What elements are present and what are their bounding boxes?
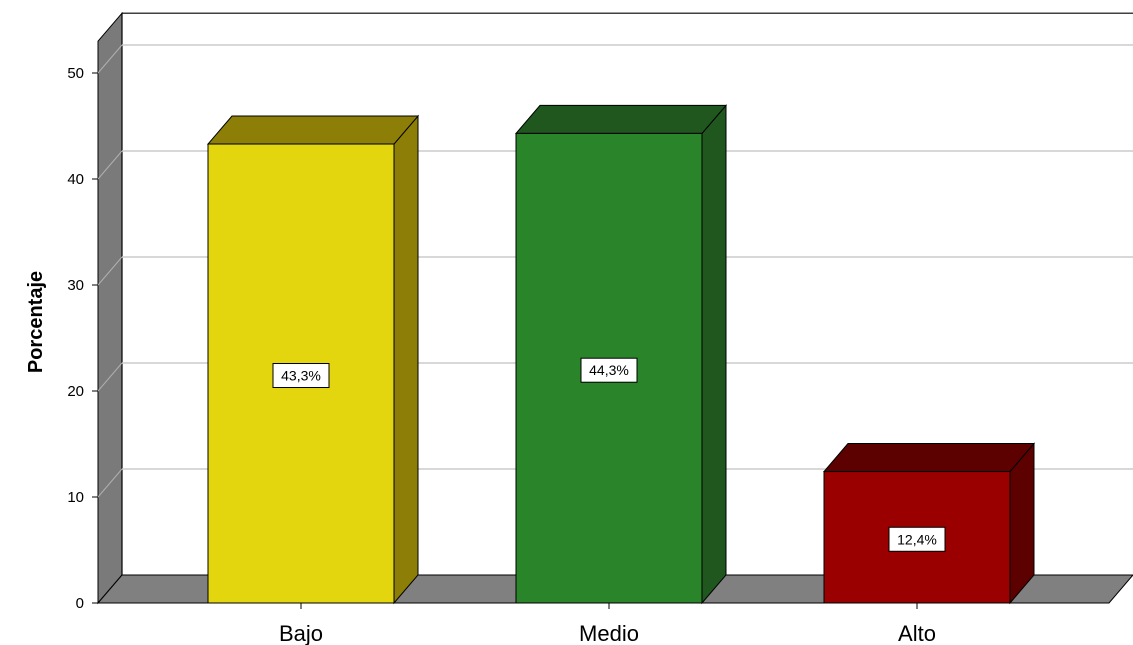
x-category-label: Medio [579,621,639,645]
gridline-wall [97,150,123,180]
bar-top [206,115,420,145]
left-wall [97,11,123,605]
bar-side [701,104,727,605]
data-label-box [580,357,638,383]
gridline-wall [97,256,123,286]
bar-medio: 44,3% [514,104,728,605]
bar-top [822,443,1036,473]
gridline-wall [97,44,123,74]
data-label: 43,3% [281,368,321,384]
y-tick-label: 50 [67,65,84,82]
data-label-box [888,526,946,552]
bar-bajo: 43,3% [206,114,420,605]
back-wall-edge [121,12,1133,575]
y-tick-label: 30 [67,277,84,294]
bar-alto: 12,4% [822,442,1036,605]
bar-side [393,114,419,605]
y-tick-label: 0 [76,595,84,612]
data-label: 12,4% [897,531,937,547]
y-axis-ticks: 0 10 20 30 40 50 [67,65,98,612]
y-tick-label: 20 [67,383,84,400]
x-axis-categories: Bajo Medio Alto [279,603,936,645]
data-label-box [272,363,330,389]
y-tick-label: 40 [67,171,84,188]
gridline-wall [97,362,123,392]
data-label: 44,3% [589,362,629,378]
x-category-label: Alto [898,621,936,645]
bar-top [514,104,728,134]
y-tick-label: 10 [67,489,84,506]
y-axis-label: Porcentaje [25,271,47,373]
x-category-label: Bajo [279,621,323,645]
gridline-wall [97,468,123,498]
bars: 43,3% 44,3% 12,4% [206,104,1036,605]
